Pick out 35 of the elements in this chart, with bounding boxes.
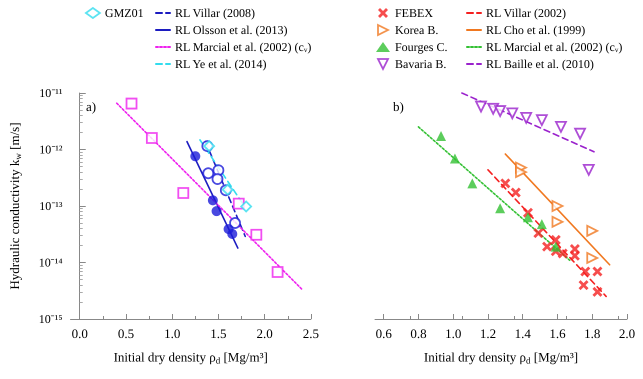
legend-label: FEBEX — [395, 6, 434, 20]
x-tick-label: 2.0 — [256, 326, 273, 341]
x-tick-label: 1.4 — [514, 326, 532, 341]
x-tick-label: 1.0 — [445, 326, 462, 341]
legend-label: RL Villar (2008) — [175, 6, 255, 20]
x-tick-label: 0.5 — [118, 326, 134, 341]
annotation: a) — [86, 99, 96, 114]
x-tick-label: 0.6 — [376, 326, 392, 341]
y-axis-title: Hydraulic conductivity kw [m/s] — [7, 122, 23, 290]
x-tick-label: 0.8 — [410, 326, 427, 341]
legend-label: RL Ye et al. (2014) — [175, 57, 267, 71]
legend-label: RL Villar (2002) — [486, 6, 566, 20]
x-tick-label: 1.6 — [549, 326, 566, 341]
legend-label: RL Baille et al. (2010) — [486, 57, 594, 71]
legend-label: Korea B. — [395, 23, 438, 37]
x-tick-label: 1.2 — [480, 326, 496, 341]
legend-label: RL Marcial et al. (2002) (cᵥ) — [486, 40, 622, 54]
legend-label: RL Marcial et al. (2002) (cᵥ) — [175, 40, 312, 54]
legend-label: RL Olsson et al. (2013) — [175, 23, 288, 37]
y-tick-label: 10⁻¹⁵ — [38, 312, 62, 326]
x-tick-label: 0.0 — [72, 326, 88, 341]
legend-label: RL Cho et al. (1999) — [486, 23, 586, 37]
x-tick-label: 2.5 — [302, 326, 319, 341]
legend-label: Fourges C. — [395, 40, 448, 54]
y-tick-label: 10⁻¹⁴ — [38, 256, 62, 270]
x-tick-label: 1.0 — [164, 326, 180, 341]
x-tick-label: 1.8 — [584, 326, 600, 341]
legend-label: Bavaria B. — [395, 57, 446, 71]
x-tick-label: 1.5 — [210, 326, 227, 341]
y-tick-label: 10⁻¹¹ — [39, 86, 63, 100]
annotation: b) — [393, 99, 404, 114]
x-tick-label: 2.0 — [618, 326, 636, 341]
y-tick-label: 10⁻¹² — [39, 142, 63, 156]
y-tick-label: 10⁻¹³ — [39, 199, 63, 213]
legend-label: GMZ01 — [104, 6, 144, 20]
